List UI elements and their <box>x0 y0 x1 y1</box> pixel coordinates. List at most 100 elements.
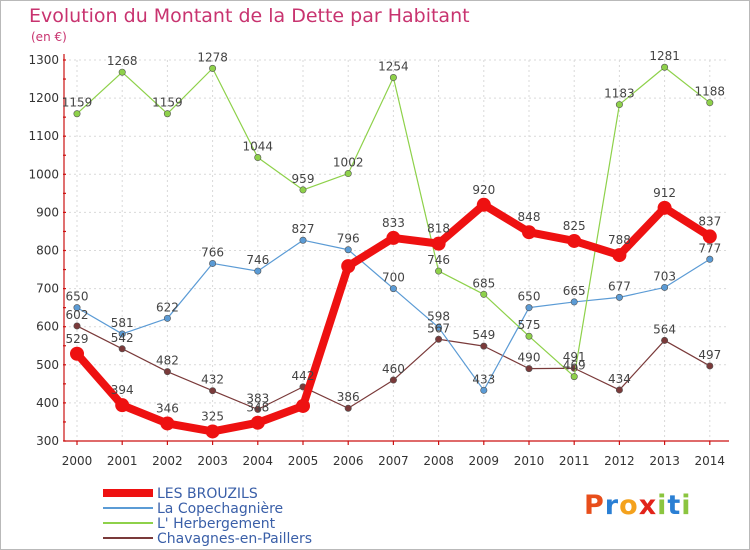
data-label: 650 <box>518 290 541 304</box>
chart-title: Evolution du Montant de la Dette par Hab… <box>29 5 470 27</box>
data-point <box>525 332 533 340</box>
data-label: 827 <box>292 222 315 236</box>
data-label: 685 <box>472 276 495 290</box>
data-point <box>73 110 81 118</box>
data-label: 432 <box>201 373 224 387</box>
data-label: 529 <box>66 332 89 346</box>
y-tick-label: 500 <box>36 358 59 372</box>
data-label: 460 <box>382 362 405 376</box>
logo-letter: t <box>667 490 682 521</box>
data-label: 959 <box>292 172 315 186</box>
data-label: 1044 <box>243 140 274 154</box>
data-label: 665 <box>563 284 586 298</box>
data-label: 346 <box>156 401 179 415</box>
data-label: 1188 <box>695 85 726 99</box>
data-point <box>389 376 397 384</box>
x-tick-label: 2001 <box>107 454 138 468</box>
data-label: 622 <box>156 300 179 314</box>
data-point <box>163 368 171 376</box>
data-point <box>435 335 443 343</box>
data-point <box>344 404 352 412</box>
data-label: 746 <box>427 253 450 267</box>
data-label: 549 <box>472 328 495 342</box>
data-point <box>341 259 356 274</box>
data-label: 1159 <box>62 96 93 110</box>
x-tick-label: 2012 <box>604 454 635 468</box>
data-point <box>570 373 578 381</box>
data-label: 567 <box>427 321 450 335</box>
data-label: 1281 <box>649 49 680 63</box>
data-label: 542 <box>111 331 134 345</box>
data-label: 581 <box>111 316 134 330</box>
data-label: 564 <box>653 322 676 336</box>
data-point <box>661 283 669 291</box>
y-tick-label: 1000 <box>28 167 59 181</box>
data-label: 833 <box>382 216 405 230</box>
data-label: 788 <box>608 233 631 247</box>
data-point <box>163 110 171 118</box>
data-point <box>522 225 536 240</box>
y-tick-label: 400 <box>36 396 59 410</box>
data-point <box>299 236 307 244</box>
data-point <box>209 259 217 267</box>
data-label: 394 <box>111 383 134 397</box>
series-2 <box>73 63 714 381</box>
data-point <box>254 267 262 275</box>
data-point <box>612 248 627 263</box>
data-label: 491 <box>563 350 586 364</box>
data-point <box>118 68 126 76</box>
x-tick-label: 2008 <box>423 454 454 468</box>
data-label: 469 <box>563 359 586 373</box>
data-point <box>254 154 262 162</box>
data-point <box>480 290 488 298</box>
y-tick-label: 900 <box>36 205 59 219</box>
x-tick-label: 2002 <box>152 454 183 468</box>
data-point <box>389 285 397 293</box>
data-point <box>118 345 126 353</box>
logo-letter: r <box>604 490 620 521</box>
y-tick-label: 600 <box>36 320 59 334</box>
x-tick-label: 2000 <box>62 454 93 468</box>
logo-letter: o <box>619 490 639 521</box>
data-label: 912 <box>653 186 676 200</box>
y-tick-label: 700 <box>36 282 59 296</box>
data-point <box>250 415 265 430</box>
data-label: 598 <box>427 309 450 323</box>
x-tick-label: 2005 <box>288 454 319 468</box>
x-tick-label: 2009 <box>469 454 500 468</box>
logo-letter: i <box>681 490 692 521</box>
data-point <box>344 246 352 254</box>
data-point <box>431 236 446 251</box>
data-label: 650 <box>66 290 89 304</box>
x-tick-label: 2010 <box>514 454 545 468</box>
data-label: 1002 <box>333 156 364 170</box>
data-label: 677 <box>608 279 631 293</box>
data-point <box>386 230 401 245</box>
data-point <box>299 186 307 194</box>
data-label: 1278 <box>197 50 228 64</box>
data-point <box>73 322 81 330</box>
unit-label: (en €) <box>31 30 67 44</box>
x-tick-label: 2004 <box>243 454 274 468</box>
data-point <box>435 323 443 331</box>
data-label: 442 <box>292 369 315 383</box>
data-point <box>73 304 81 312</box>
data-point <box>661 63 669 71</box>
data-point <box>480 386 488 394</box>
proxiti-logo: Proxiti <box>584 490 692 521</box>
data-point <box>525 304 533 312</box>
y-tick-label: 800 <box>36 244 59 258</box>
data-label: 766 <box>201 245 224 259</box>
data-label: 383 <box>246 391 269 405</box>
data-label: 700 <box>382 271 405 285</box>
y-tick-label: 1100 <box>28 129 59 143</box>
x-tick-label: 2011 <box>559 454 590 468</box>
data-point <box>480 342 488 350</box>
y-tick-label: 1300 <box>28 53 59 67</box>
x-tick-label: 2013 <box>649 454 680 468</box>
data-label: 482 <box>156 354 179 368</box>
data-label: 1183 <box>604 87 635 101</box>
data-point <box>209 64 217 72</box>
data-label: 1159 <box>152 96 183 110</box>
